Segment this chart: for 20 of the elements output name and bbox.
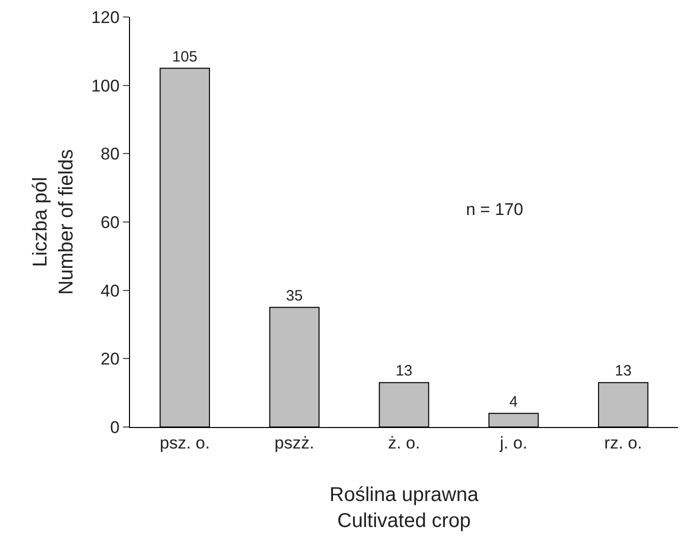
x-tick-label: rz. o. (604, 433, 642, 452)
data-label: 105 (172, 48, 198, 66)
y-tick-label: 80 (100, 144, 120, 164)
y-tick-label: 20 (100, 350, 120, 369)
x-tick-label: pszż. (274, 433, 314, 452)
y-tick-label: 120 (91, 8, 120, 27)
y-tick-label: 0 (110, 418, 120, 437)
x-tick-label: j. o. (498, 433, 528, 452)
y-tick-label: 100 (91, 76, 120, 96)
y-tick-label: 40 (100, 281, 120, 300)
x-tick-label: ż. o. (388, 433, 420, 452)
data-label: 35 (286, 287, 303, 304)
y-axis-title: Liczba pól Number of fields (30, 149, 78, 295)
x-axis-title: Roślina uprawna Cultivated crop (330, 484, 480, 532)
data-label: 13 (614, 362, 632, 380)
data-label: 13 (396, 362, 412, 380)
y-tick-label: 60 (100, 212, 120, 232)
data-label: 4 (509, 393, 518, 410)
x-tick-label: psz. o. (160, 433, 210, 452)
annotation: n = 170 (466, 200, 524, 219)
